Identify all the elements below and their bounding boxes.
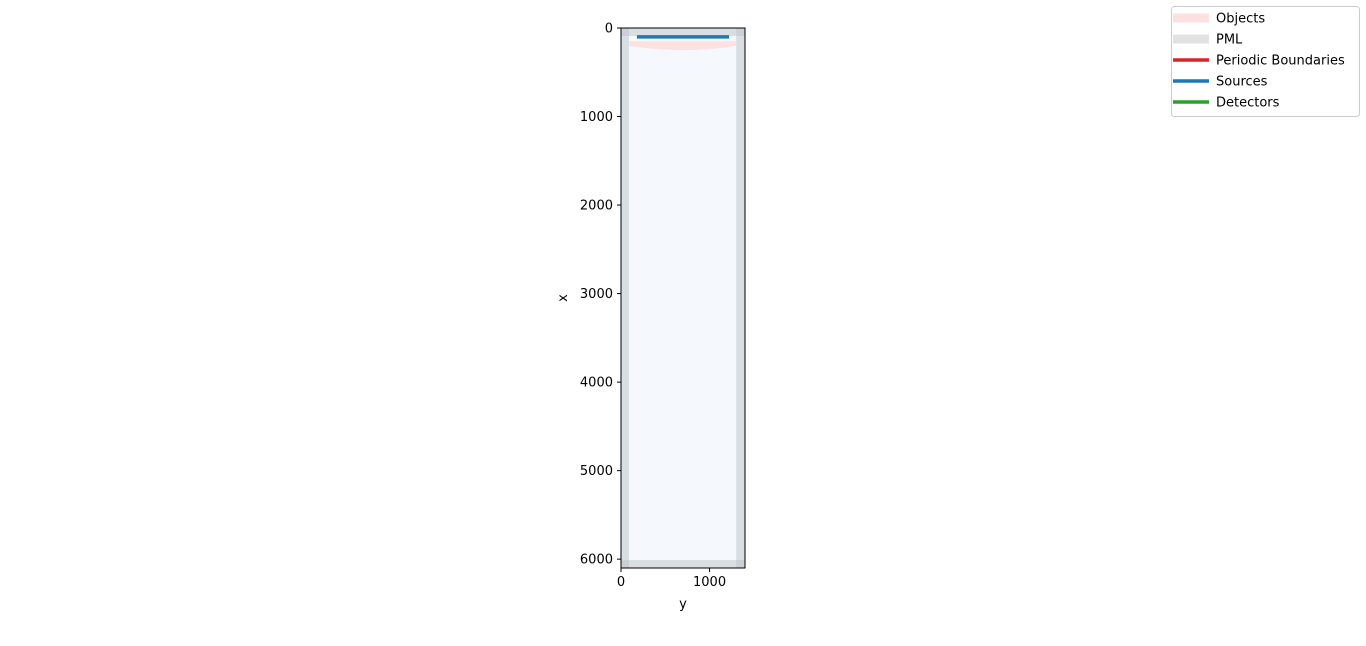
x-tick-label: 1000 xyxy=(693,575,726,590)
object-shape xyxy=(628,41,737,51)
axes-frame xyxy=(620,27,746,569)
legend-label-sources: Sources xyxy=(1216,75,1268,90)
y-tick-label: 3000 xyxy=(580,287,613,302)
legend-label-detectors: Detectors xyxy=(1216,96,1280,111)
y-tick-label: 1000 xyxy=(580,110,613,125)
plot-area xyxy=(621,28,745,568)
legend-label-pml: PML xyxy=(1216,33,1243,48)
legend: Objects PML Periodic Boundaries Sources Dete… xyxy=(1171,6,1360,117)
legend-box xyxy=(1171,6,1360,117)
y-tick-label: 4000 xyxy=(580,376,613,391)
axes: 0 1000 2000 3000 4000 5000 6000 0 1000 xyxy=(580,22,746,590)
pml-region-2 xyxy=(736,28,745,568)
pml-region-1 xyxy=(621,28,629,568)
x-tick-label: 0 xyxy=(617,575,625,590)
y-axis-label: x xyxy=(556,294,571,302)
simulation-background xyxy=(621,28,745,568)
pml-region-4 xyxy=(621,560,745,568)
y-tick-label: 5000 xyxy=(580,464,613,479)
legend-label-periodic-boundaries: Periodic Boundaries xyxy=(1216,54,1345,69)
pml-region-3 xyxy=(621,28,745,36)
x-axis-label: y xyxy=(679,597,687,612)
y-tick-label: 6000 xyxy=(580,553,613,568)
y-tick-label: 2000 xyxy=(580,199,613,214)
legend-label-objects: Objects xyxy=(1216,12,1265,27)
y-tick-label: 0 xyxy=(605,22,613,37)
